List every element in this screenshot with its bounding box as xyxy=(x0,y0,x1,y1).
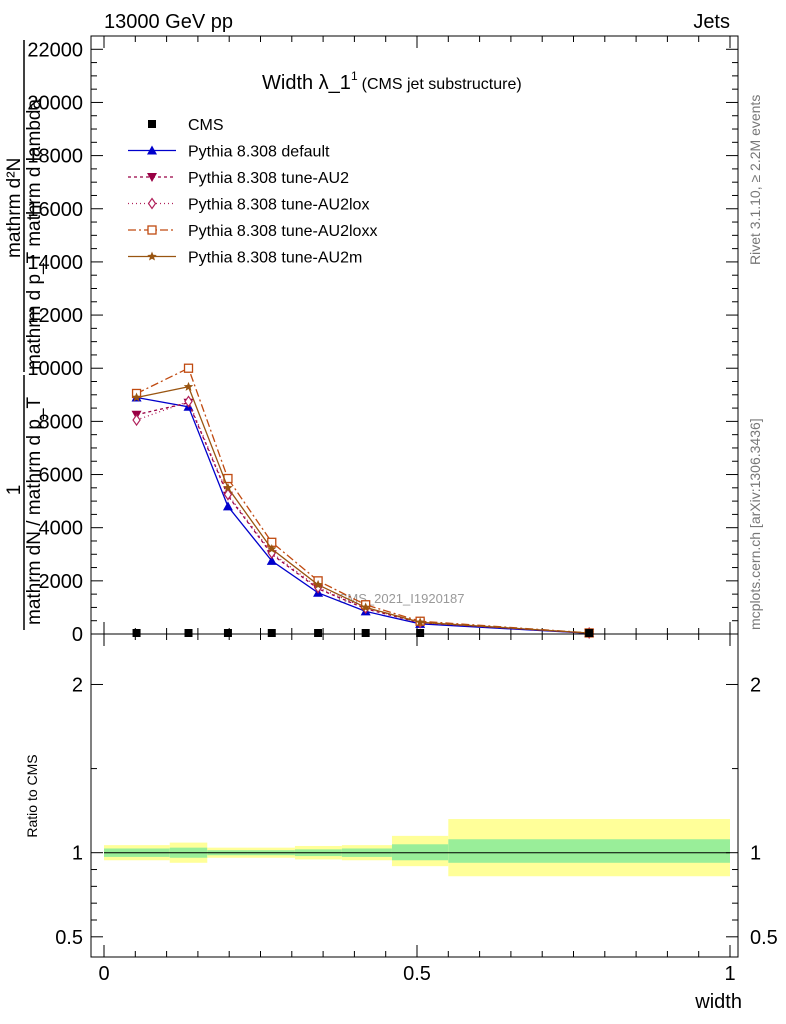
legend-marker xyxy=(147,145,157,155)
ratio-x-axis: 0 0.5 1 xyxy=(98,634,736,985)
main-y-tick-label: 12000 xyxy=(27,305,83,327)
data-point xyxy=(267,543,277,553)
legend-item: Pythia 8.308 tune-AU2 xyxy=(128,170,349,187)
legend-marker xyxy=(148,120,156,128)
ratio-y-tick-label-right: 2 xyxy=(750,674,761,696)
legend-marker xyxy=(147,197,157,210)
ratio-y-tick-label: 1 xyxy=(72,843,83,865)
main-title-superscript: 1 xyxy=(351,69,358,83)
legend-item: Pythia 8.308 tune-AU2m xyxy=(128,250,362,267)
legend-item: CMS xyxy=(148,117,224,134)
data-point xyxy=(222,501,233,511)
series-line xyxy=(136,396,590,634)
main-y-tick-label: 8000 xyxy=(39,411,84,433)
ratio-y-axis-label: Ratio to CMS xyxy=(24,754,40,837)
legend-item: Pythia 8.308 tune-AU2lox xyxy=(128,197,369,214)
legend: CMS Pythia 8.308 default Pythia 8.308 tune… xyxy=(128,117,377,267)
ratio-plot-panel: 0.5 0.51 12 2 0 0.5 1 Ratio to CMS width xyxy=(24,633,778,1013)
data-point xyxy=(360,602,371,612)
ratio-x-tick-label: 1 xyxy=(724,963,735,985)
legend-item: Pythia 8.308 tune-AU2loxx xyxy=(128,223,377,240)
main-y-tick-label: 6000 xyxy=(39,465,84,487)
header-energy-label: 13000 GeV pp xyxy=(104,11,233,33)
header-category-label: Jets xyxy=(693,11,730,33)
legend-label: Pythia 8.308 tune-AU2 xyxy=(188,170,349,187)
legend-label: Pythia 8.308 tune-AU2loxx xyxy=(188,223,377,240)
main-y-tick-label: 20000 xyxy=(27,92,83,114)
main-title: Width λ_11 (CMS jet substructure) xyxy=(262,69,522,94)
main-y-tick-label: 18000 xyxy=(27,146,83,168)
main-subtitle: (CMS jet substructure) xyxy=(362,76,522,93)
main-y-axis: 0 2000 4000 6000 8000 10000 12000 14000 16000 180… xyxy=(27,35,738,646)
legend-label: Pythia 8.308 default xyxy=(188,144,330,161)
main-y-tick-label: 0 xyxy=(72,624,83,646)
data-point xyxy=(183,363,194,373)
legend-marker xyxy=(147,173,157,182)
main-y-tick-label: 10000 xyxy=(27,358,83,380)
legend-marker xyxy=(147,251,157,261)
main-y-tick-label: 22000 xyxy=(27,39,83,61)
data-point xyxy=(132,629,141,637)
ylabel-prefix-numerator: 1 xyxy=(4,485,25,496)
side-rivet-label: Rivet 3.1.10, ≥ 2.2M events xyxy=(747,95,763,265)
data-point xyxy=(131,392,142,402)
data-point xyxy=(132,414,141,427)
ratio-y-tick-label: 2 xyxy=(72,674,83,696)
data-point xyxy=(223,482,233,492)
main-series-group xyxy=(131,363,595,640)
data-point xyxy=(184,395,193,408)
ylabel-denominator: mathrm d p_T mathrm d lambda xyxy=(24,99,45,370)
main-y-tick-label: 2000 xyxy=(39,571,84,593)
data-point xyxy=(585,629,594,637)
main-y-tick-label: 14000 xyxy=(27,252,83,274)
data-point xyxy=(415,617,425,627)
data-point xyxy=(184,629,193,637)
data-point xyxy=(361,629,370,637)
series-line xyxy=(136,386,590,634)
ratio-x-tick-label: 0.5 xyxy=(403,963,431,985)
series-cms xyxy=(132,629,594,637)
data-point xyxy=(183,381,194,391)
ratio-y-tick-label-right: 1 xyxy=(750,843,761,865)
ratio-bands xyxy=(104,819,730,877)
ratio-x-tick-label: 0 xyxy=(98,963,109,985)
data-point xyxy=(267,629,276,637)
data-point xyxy=(314,629,323,637)
legend-label: CMS xyxy=(188,117,224,134)
main-y-tick-label: 16000 xyxy=(27,199,83,221)
ratio-y-axis: 0.5 0.5 1 1 2 2 xyxy=(55,674,778,948)
main-y-tick-label: 4000 xyxy=(39,518,84,540)
legend-item: Pythia 8.308 default xyxy=(128,144,330,161)
ratio-y-tick-label: 0.5 xyxy=(55,927,83,949)
legend-label: Pythia 8.308 tune-AU2m xyxy=(188,250,362,267)
side-mcplots-label: mcplots.cern.ch [arXiv:1306.3436] xyxy=(747,418,763,630)
data-point xyxy=(223,488,233,501)
ratio-y-tick-label-right: 0.5 xyxy=(750,927,778,949)
x-axis-label: width xyxy=(694,991,742,1013)
ratio-band-green xyxy=(448,839,730,863)
main-title-text: Width λ_1 xyxy=(262,72,351,94)
data-point xyxy=(416,629,425,637)
legend-label: Pythia 8.308 tune-AU2lox xyxy=(188,197,369,214)
ylabel-prefix-denominator: mathrm dN / mathrm d p_T xyxy=(24,397,45,625)
data-point xyxy=(223,629,232,637)
main-plot-panel: 0 2000 4000 6000 8000 10000 12000 14000 16000 180… xyxy=(27,35,739,646)
data-point xyxy=(313,579,323,589)
main-y-axis-label: 1 mathrm dN / mathrm d p_T mathrm d²N ma… xyxy=(4,40,45,630)
ylabel-numerator: mathrm d²N xyxy=(4,158,25,258)
data-point xyxy=(266,555,277,565)
legend-marker xyxy=(147,225,157,235)
ratio-plot-frame xyxy=(90,633,739,958)
